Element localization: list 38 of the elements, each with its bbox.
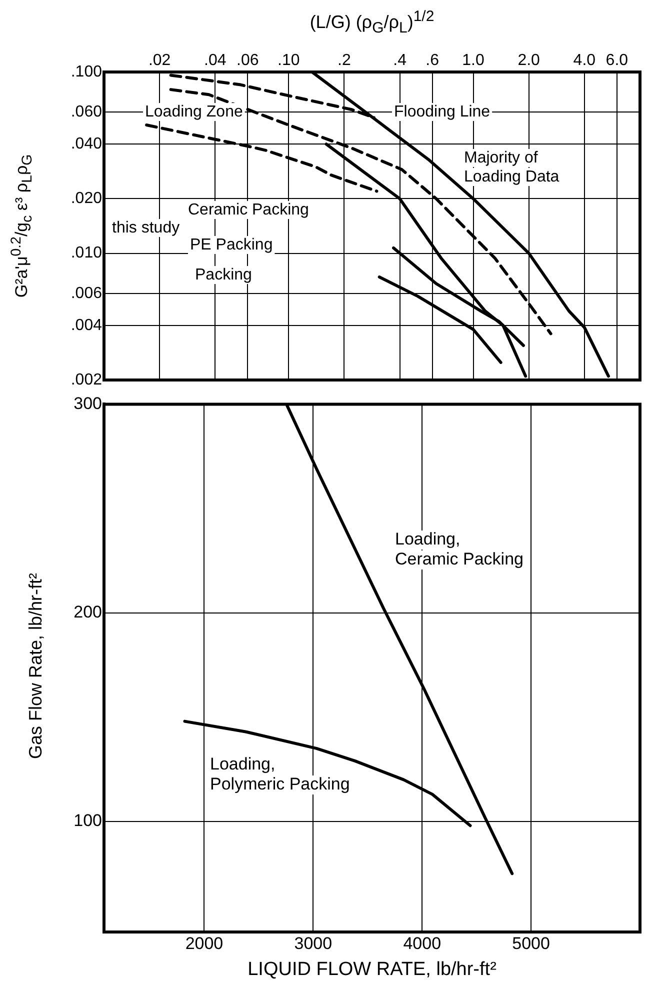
y-tick-label: 300: [74, 394, 102, 413]
annotation: this study: [112, 219, 180, 236]
y-tick-label: .004: [70, 316, 102, 334]
x-tick-label: 1.0: [462, 52, 484, 69]
x-tick-label: 5000: [512, 934, 550, 953]
x-tick-label: 2.0: [518, 52, 540, 69]
y-tick-label: .002: [70, 371, 102, 388]
y-tick-label: 100: [74, 811, 102, 830]
x-tick-label: 6.0: [606, 52, 628, 69]
annotation: PE Packing: [190, 236, 273, 254]
x-tick-label: .04: [204, 52, 226, 69]
annotation: Packing: [195, 266, 252, 284]
annotation: Loading, Ceramic Packing: [395, 530, 524, 569]
y-tick-label: 200: [74, 602, 102, 622]
x-tick-label: 3000: [294, 934, 332, 953]
x-tick-label: 2000: [185, 934, 224, 953]
x-axis-title: LIQUID FLOW RATE, lb/hr-ft²: [246, 959, 498, 981]
x-tick-label: .02: [148, 52, 171, 69]
annotation: Ceramic Packing: [188, 201, 309, 218]
y-tick-label: .006: [70, 284, 102, 302]
annotation: Majority of Loading Data: [464, 149, 560, 186]
y-tick-label: .060: [70, 104, 102, 121]
x-tick-label: 4000: [403, 934, 442, 953]
x-tick-label: .2: [338, 52, 351, 69]
x-tick-label: .06: [236, 52, 259, 69]
annotation: Flooding Line: [394, 103, 490, 120]
x-tick-label: .10: [278, 52, 300, 69]
annotation: Loading, Polymeric Packing: [210, 754, 350, 794]
x-tick-label: 4.0: [573, 52, 596, 69]
x-tick-label: .6: [426, 52, 440, 69]
y-tick-label: .040: [70, 136, 102, 153]
x-tick-label: .4: [393, 52, 407, 69]
y-tick-label: .010: [70, 244, 102, 262]
annotation: Loading Zone: [145, 103, 243, 120]
y-tick-label: .020: [70, 190, 102, 208]
y-tick-label: .100: [70, 63, 102, 80]
y-axis-title: Gas Flow Rate, lb/hr-ft²: [26, 572, 46, 760]
x-axis-title: (L/G) (ρ$_{G}$/ρ$_{L}$)$^{1/2}$: [308, 8, 436, 37]
